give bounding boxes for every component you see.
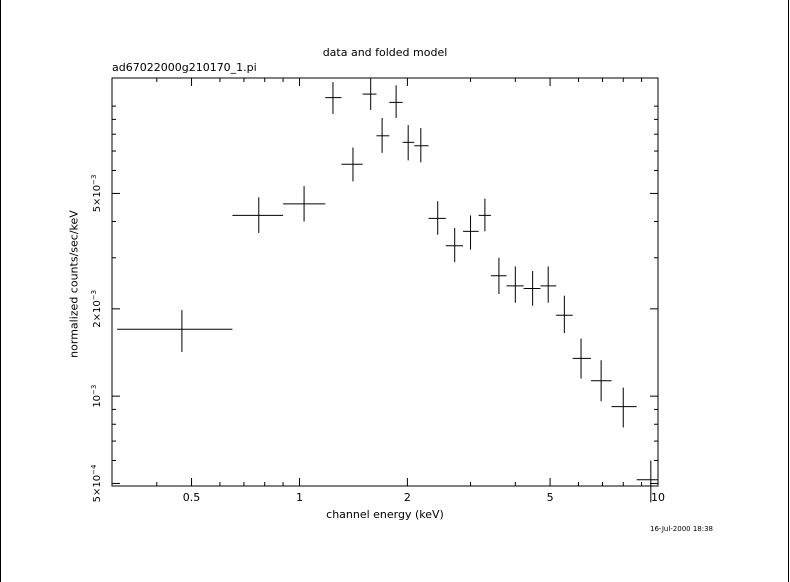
data-point	[611, 387, 637, 428]
y-tick-label: 10−3	[90, 385, 103, 408]
tick-labels: 0.5 1 2 5 10 5×10−4 10−3 2×10−3 5×10−3	[90, 175, 665, 504]
data-point	[636, 460, 658, 503]
data-point	[540, 266, 557, 303]
y-tick-label: 2×10−3	[90, 290, 103, 328]
chart-title: data and folded model	[322, 46, 448, 59]
x-tick-label: 2	[404, 491, 411, 504]
data-point	[402, 125, 415, 161]
data-point	[232, 197, 284, 234]
data-point	[325, 82, 342, 114]
timestamp: 16-Jul-2000 18:38	[650, 525, 714, 533]
y-tick-label: 5×10−4	[90, 464, 103, 502]
data-point	[362, 78, 377, 110]
data-point	[414, 128, 429, 163]
data-point	[341, 147, 363, 182]
data-point	[283, 186, 326, 222]
data-point	[389, 85, 403, 118]
tick-marks	[111, 78, 659, 486]
data-points	[117, 78, 658, 503]
data-point	[376, 117, 390, 153]
x-tick-label: 1	[296, 491, 303, 504]
data-point	[428, 201, 446, 235]
data-point	[572, 338, 591, 379]
x-tick-label: 10	[651, 491, 665, 504]
x-tick-label: 5	[547, 491, 554, 504]
data-point	[556, 295, 573, 334]
axes-frame	[111, 77, 659, 487]
data-point	[463, 215, 479, 250]
data-point	[590, 360, 612, 402]
y-tick-label: 5×10−3	[90, 175, 103, 213]
data-point	[523, 271, 541, 306]
data-point	[445, 227, 464, 263]
data-point	[117, 310, 233, 352]
window-border-left	[0, 0, 1, 582]
window-border-right	[788, 0, 789, 582]
x-tick-label: 0.5	[183, 491, 201, 504]
data-point	[478, 198, 491, 232]
x-axis-label: channel energy (keV)	[326, 508, 444, 521]
chart-subtitle: ad67022000g210170_1.pi	[112, 61, 257, 74]
data-point	[506, 266, 524, 303]
data-point	[490, 257, 507, 294]
